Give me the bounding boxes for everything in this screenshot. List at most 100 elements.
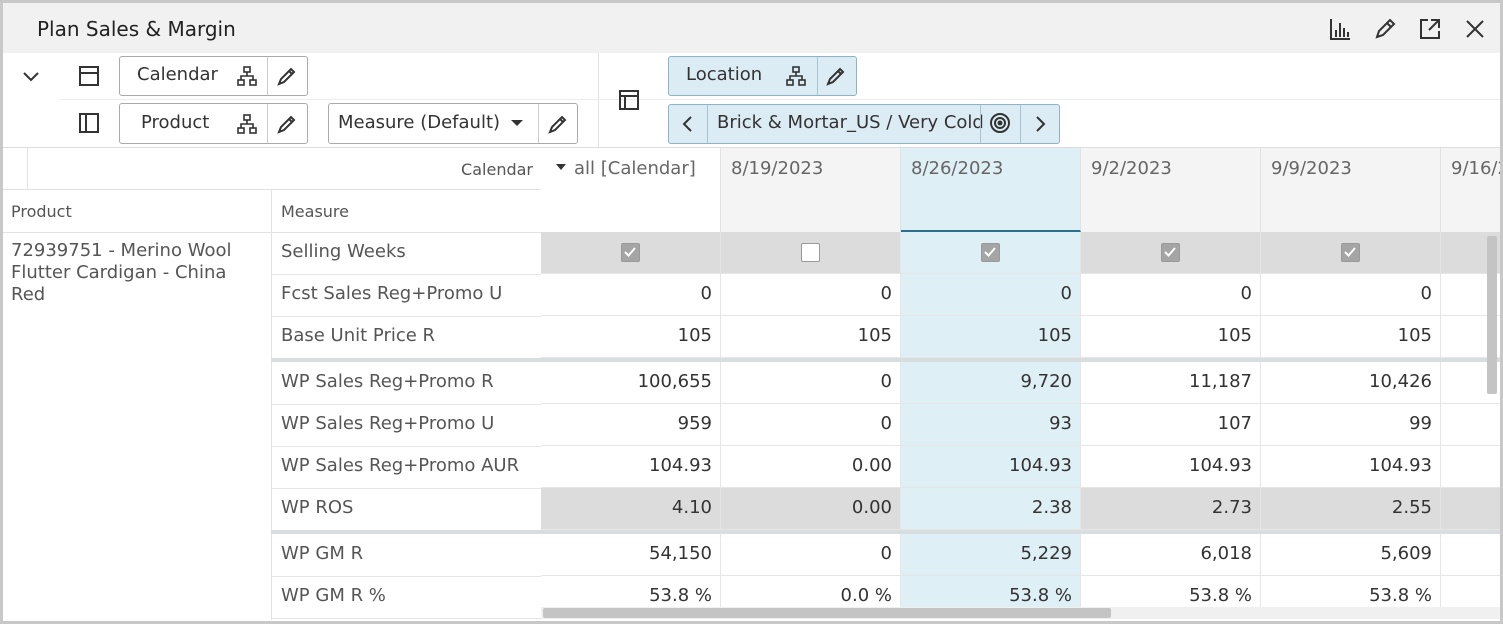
cell-bg: [721, 446, 901, 488]
value-cell: 6,018: [1200, 543, 1252, 564]
cell-bg: [1441, 404, 1500, 446]
value-cell: 104.93: [1009, 455, 1072, 476]
cell-bg: [1261, 316, 1441, 358]
cell-bg: [541, 316, 721, 358]
close-icon[interactable]: [1464, 18, 1486, 40]
cell-bg: [1441, 488, 1500, 530]
cell-bg: [721, 316, 901, 358]
value-cell: 2.38: [1031, 497, 1072, 518]
collapse-icon[interactable]: [20, 66, 42, 88]
edit-icon[interactable]: [825, 65, 847, 87]
measure-cell: Base Unit Price R: [281, 325, 436, 346]
expand-icon[interactable]: [1418, 17, 1442, 41]
divider: [267, 57, 268, 95]
value-cell: 0: [1240, 283, 1252, 304]
divider: [27, 148, 28, 190]
value-cell: 10,426: [1369, 371, 1432, 392]
product-cell: 72939751 - Merino Wool Flutter Cardigan …: [11, 240, 232, 305]
target-icon[interactable]: [988, 111, 1012, 135]
cell-bg: [541, 362, 721, 404]
cell-bg: [901, 274, 1081, 316]
divider: [1020, 105, 1021, 143]
checkbox[interactable]: [621, 243, 640, 262]
value-cell: 105: [1037, 325, 1072, 346]
group-separator: [271, 530, 1500, 534]
column-header: [1261, 148, 1441, 232]
chart-icon[interactable]: [1328, 17, 1352, 41]
value-cell: 0: [1060, 283, 1072, 304]
value-cell: 54,150: [649, 543, 712, 564]
divider: [817, 57, 818, 95]
product-label: Product: [141, 112, 210, 133]
value-cell: 105: [677, 325, 712, 346]
divider: [267, 104, 268, 143]
column-label: 8/19/2023: [731, 158, 824, 179]
value-cell: 4.10: [671, 497, 712, 518]
cell-bg: [901, 534, 1081, 576]
calendar-header: [3, 148, 541, 190]
column-header: [541, 148, 721, 232]
value-cell: 104.93: [1369, 455, 1432, 476]
product-tile[interactable]: [119, 103, 308, 144]
layout-icon[interactable]: [77, 111, 101, 135]
measure-label: Measure (Default): [338, 112, 501, 133]
value-cell: 0.00: [851, 455, 892, 476]
measure-cell: Selling Weeks: [281, 241, 406, 262]
value-cell: 0: [700, 283, 712, 304]
cell-bg: [1261, 534, 1441, 576]
cell-bg: [541, 488, 721, 530]
column-header: [1441, 148, 1500, 232]
measure-cell: WP Sales Reg+Promo AUR: [281, 455, 520, 476]
edit-icon[interactable]: [276, 113, 298, 135]
layout-icon[interactable]: [77, 64, 101, 88]
h-scrollbar: [543, 608, 1111, 618]
hierarchy-icon[interactable]: [236, 113, 258, 135]
cell-bg: [721, 404, 901, 446]
column-header: [1081, 148, 1261, 232]
location-label: Location: [686, 64, 763, 85]
checkbox[interactable]: [981, 243, 1000, 262]
value-cell: 53.8 %: [1369, 585, 1432, 606]
divider: [598, 53, 599, 147]
cell-bg: [541, 534, 721, 576]
hierarchy-icon[interactable]: [785, 65, 807, 87]
edit-icon[interactable]: [547, 113, 569, 135]
hierarchy-icon[interactable]: [236, 65, 258, 87]
checkbox[interactable]: [1161, 243, 1180, 262]
measure-tile[interactable]: [328, 103, 578, 144]
next-icon[interactable]: [1030, 113, 1050, 135]
calendar-header-label: Calendar: [461, 160, 533, 179]
cell-bg: [721, 534, 901, 576]
dropdown-arrow[interactable]: [509, 117, 525, 129]
checkbox[interactable]: [1341, 243, 1360, 262]
location-tile[interactable]: [668, 56, 857, 96]
product-header: Product: [11, 202, 72, 221]
divider: [60, 99, 1500, 100]
cell-bg: [721, 362, 901, 404]
value-cell: 105: [1397, 325, 1432, 346]
cell-bg: [541, 404, 721, 446]
title: Plan Sales & Margin: [37, 17, 236, 41]
checkbox[interactable]: [801, 243, 820, 262]
calendar-tile[interactable]: [119, 56, 308, 96]
value-cell: 53.8 %: [649, 585, 712, 606]
value-cell: 11,187: [1189, 371, 1252, 392]
edit-icon[interactable]: [1373, 17, 1397, 41]
cell-bg: [1261, 362, 1441, 404]
value-cell: 107: [1217, 413, 1252, 434]
value-cell: 53.8 %: [1009, 585, 1072, 606]
cell-bg: [1081, 362, 1261, 404]
divider: [980, 105, 981, 143]
value-cell: 5,609: [1380, 543, 1432, 564]
prev-icon[interactable]: [678, 113, 698, 135]
cell-bg: [1081, 534, 1261, 576]
measure-cell: WP GM R: [281, 543, 364, 564]
value-cell: 959: [677, 413, 712, 434]
value-cell: 0: [880, 283, 892, 304]
edit-icon[interactable]: [276, 65, 298, 87]
pivot-icon[interactable]: [617, 88, 641, 112]
value-cell: 5,229: [1020, 543, 1072, 564]
value-cell: 105: [857, 325, 892, 346]
value-cell: 104.93: [1189, 455, 1252, 476]
